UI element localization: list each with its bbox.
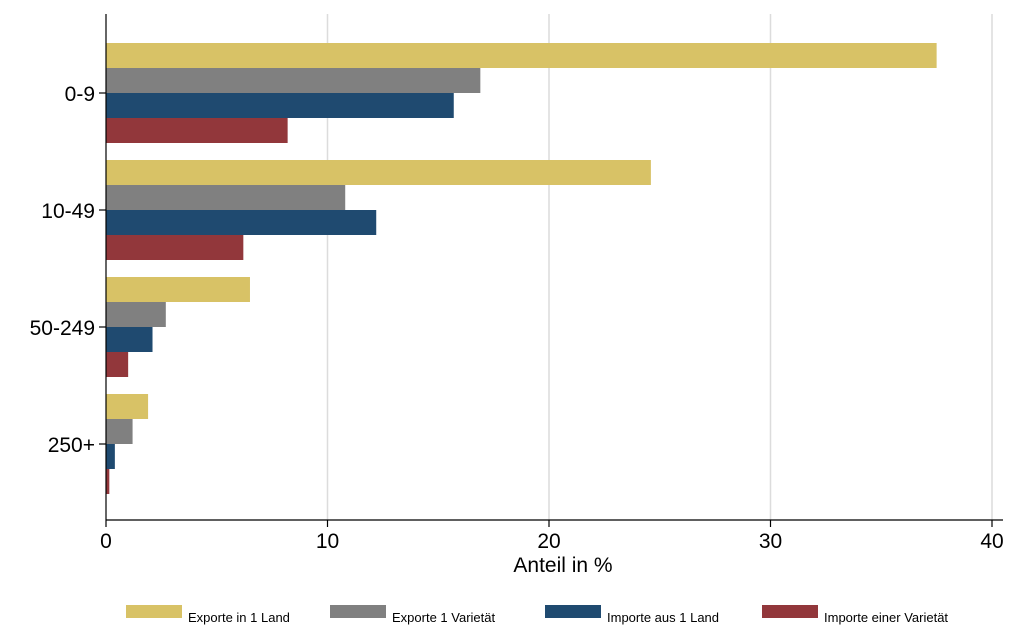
x-tick-label-20: 20 [537,530,560,553]
bar-10-49-series-3 [106,235,244,260]
bar-250+-series-2 [106,444,115,469]
bar-10-49-series-2 [106,210,377,235]
axes [99,14,1003,527]
bar-0-9-series-0 [106,43,937,68]
bar-10-49-series-1 [106,185,346,210]
y-tick-label-1: 10-49 [41,200,95,223]
legend-swatch-1 [330,605,386,618]
x-tick-label-10: 10 [316,530,339,553]
bar-0-9-series-3 [106,118,288,143]
legend: Exporte in 1 Land Exporte 1 Varietät Impor… [126,605,948,625]
y-tick-label-2: 50-249 [30,317,95,340]
bar-0-9-series-1 [106,68,481,93]
x-axis-title: Anteil in % [513,554,612,577]
bar-250+-series-1 [106,419,133,444]
bar-250+-series-0 [106,394,149,419]
bar-0-9-series-2 [106,93,454,118]
legend-swatch-2 [545,605,601,618]
legend-label-0: Exporte in 1 Land [188,610,290,625]
legend-label-2: Importe aus 1 Land [607,610,719,625]
legend-swatch-0 [126,605,182,618]
bar-10-49-series-0 [106,160,651,185]
y-tick-label-0: 0-9 [65,83,95,106]
bar-50-249-series-0 [106,277,250,302]
x-tick-label-0: 0 [100,530,112,553]
y-tick-label-3: 250+ [48,434,95,457]
bar-50-249-series-3 [106,352,129,377]
legend-swatch-3 [762,605,818,618]
bar-250+-series-3 [106,469,110,494]
bars [106,43,937,494]
tick-labels: 0-9 10-49 50-249 250+ 0 10 20 30 40 [30,83,1004,553]
legend-label-1: Exporte 1 Varietät [392,610,495,625]
grid-lines [326,14,993,520]
x-tick-label-40: 40 [980,530,1003,553]
bar-50-249-series-1 [106,302,166,327]
x-tick-label-30: 30 [759,530,782,553]
bar-50-249-series-2 [106,327,153,352]
legend-label-3: Importe einer Varietät [824,610,948,625]
